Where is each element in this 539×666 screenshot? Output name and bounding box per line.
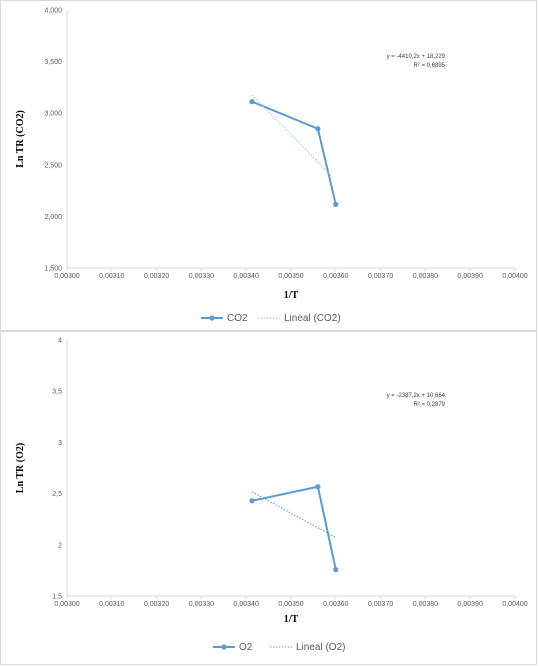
x-tick-label: 0,00370 [368,273,393,280]
x-tick-label: 0,00390 [458,273,483,280]
trendline-equation: y = -2387,2x + 10,664 [387,393,446,399]
data-point [249,99,255,105]
y-tick-label: 2,000 [44,214,62,221]
y-tick-label: 3 [58,440,62,447]
o2-chart-svg: 0,00300 0,00310 0,00320 0,00330 0,00340 0,003… [15,338,528,654]
x-tick-label: 0,00370 [368,601,393,608]
x-tick-label: 0,00340 [234,601,259,608]
x-tick-label: 0,00300 [54,601,79,608]
y-tick-label: 2 [58,542,62,549]
data-point [315,484,321,490]
trendline [251,94,332,176]
x-tick-label: 0,00310 [99,601,124,608]
legend-marker [209,315,215,321]
legend-label: Lineal (CO2) [284,313,341,324]
y-tick-label: 1,500 [44,266,62,273]
x-tick-label: 0,00310 [99,273,124,280]
y-axis-title: Ln TR (CO2) [15,110,26,168]
legend-marker [221,644,227,650]
x-tick-label: 0,00380 [413,601,438,608]
chart-panel-o2: 0,00300 0,00310 0,00320 0,00330 0,00340 0,003… [0,331,537,665]
legend-label: Lineal (O2) [296,642,345,653]
series-line [251,485,337,570]
y-tick-label: 4,000 [44,8,62,15]
trendline-r-squared: R² = 0,6895 [413,63,445,69]
y-tick-label: 3,5 [52,389,62,396]
data-point [249,498,255,504]
x-tick-label: 0,00350 [278,601,303,608]
trendline-r-squared: R² = 0,2879 [413,402,445,408]
chart-panel-co2: 0,00300 0,00310 0,00320 0,00330 0,00340 0,003… [0,0,537,331]
x-axis-title: 1/T [284,290,299,301]
y-axis-title: Ln TR (O2) [15,443,26,493]
series-line [251,100,337,205]
x-tick-label: 0,00340 [234,273,259,280]
x-tick-label: 0,00330 [189,273,214,280]
x-tick-label: 0,00360 [323,601,348,608]
x-tick-label: 0,00350 [278,273,303,280]
trendline [251,491,337,539]
legend-label: O2 [239,642,253,653]
x-tick-label: 0,00320 [144,601,169,608]
data-point [315,126,321,132]
x-tick-label: 0,00360 [323,273,348,280]
x-tick-label: 0,00320 [144,273,169,280]
x-tick-label: 0,00400 [502,601,527,608]
data-point [333,567,339,573]
y-tick-label: 4 [58,338,62,345]
legend-label: CO2 [227,313,248,324]
x-tick-label: 0,00330 [189,601,214,608]
x-tick-label: 0,00300 [54,273,79,280]
y-tick-label: 3,500 [44,59,62,66]
y-tick-label: 3,000 [44,111,62,118]
y-tick-label: 1,5 [52,594,62,601]
y-tick-label: 2,500 [44,162,62,169]
co2-chart-svg: 0,00300 0,00310 0,00320 0,00330 0,00340 0,003… [15,8,528,325]
x-tick-label: 0,00380 [413,273,438,280]
x-tick-label: 0,00390 [458,601,483,608]
y-tick-label: 2,5 [52,491,62,498]
x-axis-title: 1/T [284,614,299,625]
data-point [333,201,339,208]
trendline-equation: y = -4410,2x + 18,229 [387,54,446,60]
x-tick-label: 0,00400 [502,273,527,280]
